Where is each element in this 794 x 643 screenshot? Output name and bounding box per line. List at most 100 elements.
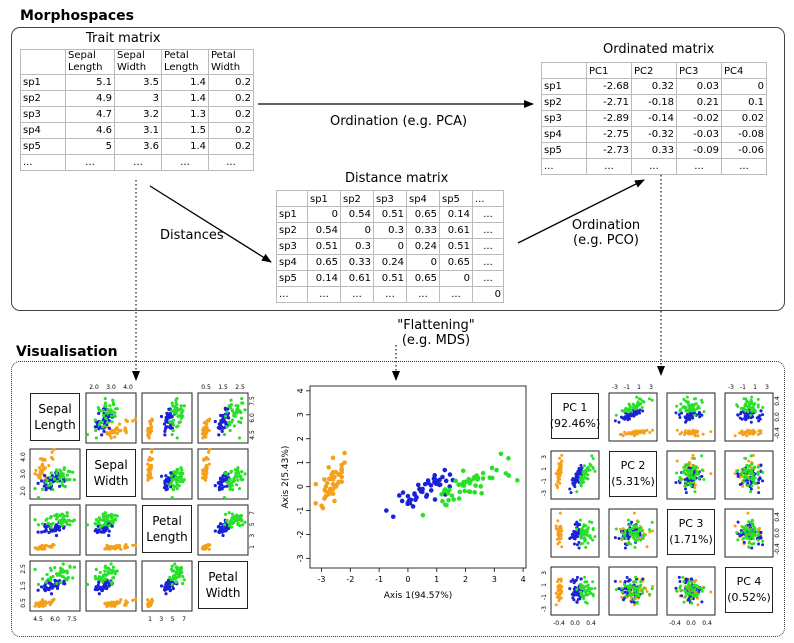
trait-pair-point (180, 468, 184, 472)
trait-pair-point (225, 519, 229, 523)
pc-pair-point (678, 416, 682, 420)
trait-pair-point (222, 495, 227, 500)
trait-pair-point (94, 522, 98, 526)
mds-point (466, 476, 471, 482)
pc-pair-point (586, 526, 590, 530)
pc-pair-point (632, 524, 636, 528)
trait-pair-point (112, 603, 117, 607)
trait-pair-point (41, 546, 45, 550)
pc-pair-point (571, 596, 575, 600)
pc-pair-point (579, 536, 583, 540)
pc-pair-point (558, 474, 562, 478)
trait-pair-point (228, 522, 232, 526)
pc-pair-panel (608, 566, 658, 616)
trait-pair-point (229, 469, 233, 473)
pc-pair-point (574, 535, 578, 539)
header-line: Width (211, 62, 241, 73)
pc-pair-point (736, 472, 740, 476)
trait-pair-point (108, 404, 112, 408)
mds-point (475, 477, 480, 482)
trait-pair-point (150, 450, 154, 454)
trait-pair-point (85, 523, 90, 527)
pc-pair-point (741, 470, 745, 474)
trait-pair-point (159, 414, 164, 419)
pc-pair-point (684, 472, 688, 476)
trait-pair-point (228, 422, 232, 427)
pc-pair-point (633, 432, 637, 436)
pc-pair-point (693, 580, 697, 584)
trait-pair-point (171, 428, 175, 433)
trait-pair-point (65, 511, 69, 515)
pc-pair-point (757, 481, 761, 485)
trait-pair-point (113, 414, 117, 419)
pc-right-tick-label: -0.4 (774, 427, 781, 439)
pc-pair-point (626, 532, 630, 536)
pc-pair-point (557, 537, 561, 541)
pc-pair-point (756, 465, 760, 469)
pc-pair-point (745, 536, 749, 540)
trait-pair-point (217, 433, 221, 437)
pc-pair-point (690, 414, 694, 418)
trait-left-tick-label: 3.0 (20, 469, 27, 479)
trait-pair-point (165, 585, 169, 589)
pc-pair-point (693, 593, 697, 597)
trait-pair-point (115, 600, 119, 604)
pc-pair-point (697, 476, 701, 480)
pc-pair-point (636, 520, 640, 524)
pc-pair-point (590, 520, 594, 524)
mds-point (339, 467, 344, 473)
pc-pair-point (583, 589, 587, 593)
trait-pair-point (71, 576, 75, 580)
pc-bottom-tick-label: 0.0 (570, 620, 580, 627)
pc-bottom-tick-label: 0.0 (686, 620, 696, 627)
pc-pair-point (696, 603, 700, 607)
trait-diag-label: Sepal Width (86, 449, 136, 497)
trait-pair-point (105, 516, 110, 520)
pc-pair-point (693, 473, 697, 477)
pc-pair-point (585, 584, 589, 588)
pc-pair-point (686, 583, 690, 587)
pc-pair-point (742, 540, 746, 544)
trait-pair-point (171, 577, 175, 581)
pc-pair-point (686, 482, 690, 486)
pc-pair-point (750, 535, 754, 539)
trait-pair-point (171, 484, 175, 488)
pc-pair-point (556, 471, 560, 475)
trait-pair-point (150, 447, 154, 452)
pc-pair-point (635, 403, 639, 407)
trait-pair-point (103, 526, 108, 530)
ordination-pco-line2: (e.g. PCO) (573, 233, 639, 248)
pc-pair-point (593, 535, 597, 539)
trait-pair-point (113, 513, 117, 517)
pc-pair-point (735, 530, 739, 534)
pc-pair-point (733, 472, 737, 476)
pc-pair-point (575, 527, 579, 531)
pc-pair-point (747, 402, 751, 406)
trait-pair-point (33, 567, 37, 572)
pc-pair-point (690, 403, 694, 407)
trait-bottom-tick-label: 7.5 (67, 616, 77, 623)
trait-pair-point (203, 472, 207, 476)
trait-pair-point (57, 528, 62, 532)
pc-pair-point (747, 477, 751, 481)
trait-pair-point (54, 533, 59, 538)
trait-pair-point (150, 597, 154, 601)
trait-pair-point (93, 418, 97, 422)
pc-pair-point (622, 409, 626, 413)
trait-pair-point (213, 484, 217, 488)
trait-matrix: Sepal Length Sepal Width Petal Length Petal… (20, 49, 254, 171)
trait-pair-point (170, 564, 174, 568)
pc-pair-point (690, 479, 694, 483)
trait-pair-point (66, 469, 70, 473)
trait-pair-point (179, 473, 183, 477)
trait-pair-point (205, 422, 209, 426)
mds-point (332, 498, 337, 504)
pc-pair-point (556, 486, 560, 490)
pc-pair-point (700, 468, 704, 472)
trait-pair-point (213, 529, 217, 533)
trait-pair-point (227, 511, 231, 515)
trait-pair-point (237, 487, 242, 491)
pc-pair-point (579, 530, 583, 534)
trait-pair-point (43, 474, 47, 478)
trait-pair-point (62, 526, 66, 530)
